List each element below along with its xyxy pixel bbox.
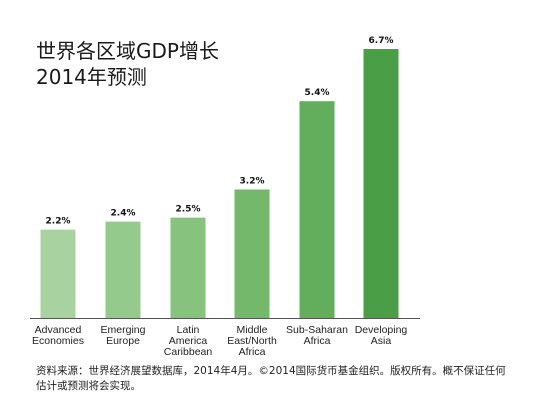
category-label-line: Developing xyxy=(355,324,408,336)
category-label-line: Emerging xyxy=(101,324,146,336)
category-label-line: Europe xyxy=(106,335,140,347)
bar-4 xyxy=(299,101,335,318)
bar-1 xyxy=(105,221,141,318)
bar-value-label-3: 3.2% xyxy=(240,177,265,187)
category-label-1: Emerging Europe xyxy=(101,324,146,347)
bar-5 xyxy=(363,49,399,318)
source-note: 资料来源：世界经济展望数据库，2014年4月。©2014国际货币基金组织。版权所… xyxy=(36,365,506,392)
category-label-line: Latin xyxy=(177,324,200,336)
category-label-4: Sub-Saharan Africa xyxy=(286,324,348,347)
category-label-line: America xyxy=(169,335,208,347)
category-label-line: Asia xyxy=(371,335,392,347)
category-label-line: Africa xyxy=(304,335,331,347)
category-label-line: Advanced xyxy=(35,324,82,336)
category-label-2: Latin America Caribbean xyxy=(164,324,213,358)
category-label-5: Developing Asia xyxy=(355,324,408,347)
category-label-line: Economies xyxy=(32,335,84,347)
chart-title-line1: 世界各区域GDP增长 xyxy=(36,39,219,63)
bar-value-label-2: 2.5% xyxy=(176,205,201,215)
bar-0 xyxy=(40,229,76,318)
bar-value-label-1: 2.4% xyxy=(111,209,136,219)
category-label-line: Sub-Saharan xyxy=(286,324,348,336)
category-label-line: Africa xyxy=(239,346,266,358)
bar-value-label-0: 2.2% xyxy=(46,217,71,227)
chart-title: 世界各区域GDP增长 2014年预测 xyxy=(36,38,219,90)
bar-2 xyxy=(170,217,206,318)
category-label-3: Middle East/North Africa xyxy=(227,324,277,358)
bar-value-label-4: 5.4% xyxy=(305,88,330,98)
category-label-line: East/North xyxy=(227,335,277,347)
bar-value-label-5: 6.7% xyxy=(369,36,394,46)
chart-title-line2: 2014年预测 xyxy=(36,65,147,89)
bar-3 xyxy=(234,189,270,318)
category-label-line: Caribbean xyxy=(164,346,213,358)
category-label-line: Middle xyxy=(237,324,268,336)
category-label-0: Advanced Economies xyxy=(32,324,84,347)
